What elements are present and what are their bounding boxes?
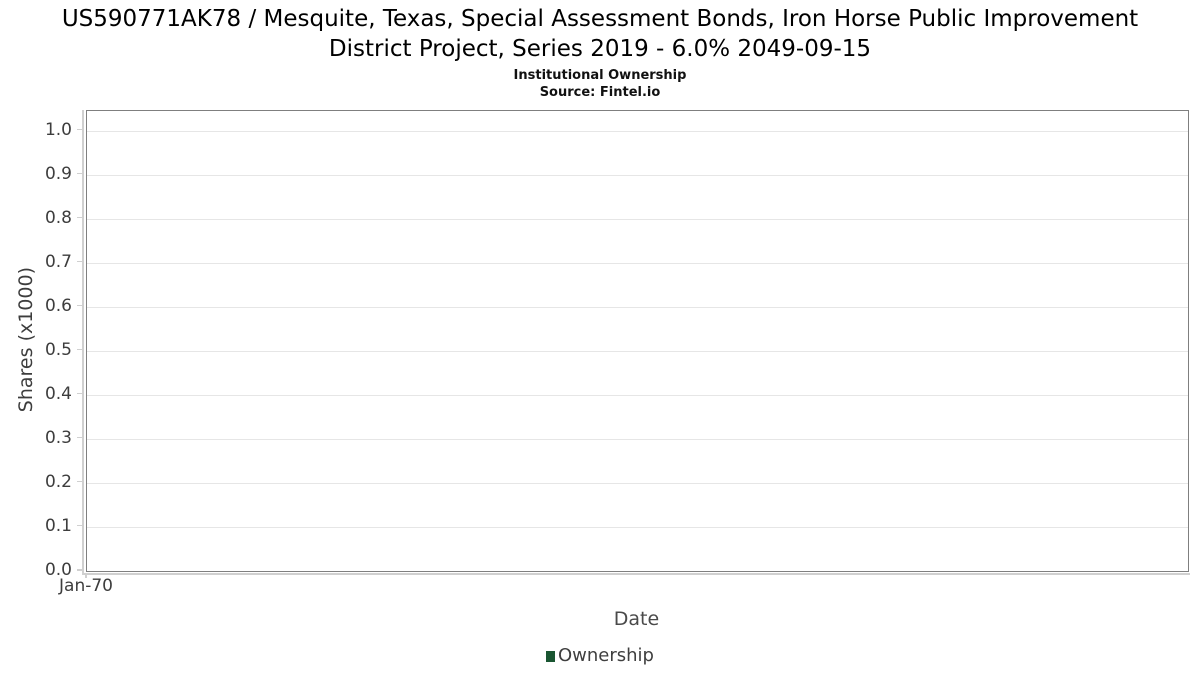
y-tick-label: 0.3: [44, 427, 72, 448]
y-tick-mark: [77, 260, 82, 263]
chart-legend: Ownership: [0, 645, 1200, 667]
y-tick-label: 0.4: [44, 383, 72, 404]
y-tick-label: 0.1: [44, 515, 72, 536]
gridline: [87, 350, 1188, 352]
legend-marker-icon: [546, 650, 555, 662]
gridline: [87, 130, 1188, 132]
y-tick-mark: [77, 216, 82, 219]
legend-label: Ownership: [558, 645, 654, 666]
x-axis-line: [82, 573, 1190, 575]
gridline: [87, 526, 1188, 528]
gridline: [87, 262, 1188, 264]
gridline: [87, 438, 1188, 440]
y-tick-mark: [77, 436, 82, 439]
y-tick-mark: [77, 569, 82, 571]
y-tick-mark: [77, 172, 82, 175]
chart-subtitle: Institutional Ownership: [513, 68, 687, 83]
gridline: [87, 482, 1188, 484]
y-tick-mark: [77, 348, 82, 351]
y-tick-mark: [77, 480, 82, 483]
y-axis-title: Shares (x1000): [8, 110, 44, 570]
x-tick-label: Jan-70: [59, 576, 113, 596]
y-tick-mark: [77, 524, 82, 527]
y-tick-label: 0.9: [44, 163, 72, 184]
chart-title: US590771AK78 / Mesquite, Texas, Special …: [61, 6, 1139, 62]
x-tick-mark: [85, 573, 87, 578]
y-axis-title-text: Shares (x1000): [15, 267, 37, 413]
y-axis-line: [82, 110, 84, 574]
gridline: [87, 306, 1188, 308]
y-tick-label: 0.0: [44, 560, 72, 580]
plot-area: [86, 110, 1189, 572]
legend-item-ownership[interactable]: Ownership: [546, 645, 654, 667]
gridline: [87, 394, 1188, 396]
y-tick-mark: [77, 304, 82, 307]
y-axis-tick-labels: 0.0 0.1 0.2 0.3 0.4 0.5 0.6 0.7 0.8 0.9 1.0: [0, 0, 76, 675]
y-tick-label: 1.0: [44, 119, 72, 140]
y-tick-label: 0.8: [44, 207, 72, 228]
y-tick-mark: [77, 128, 82, 131]
gridline: [87, 218, 1188, 220]
y-tick-label: 0.6: [44, 295, 72, 316]
gridline: [87, 174, 1188, 176]
y-tick-label: 0.7: [44, 251, 72, 272]
y-tick-label: 0.2: [44, 471, 72, 492]
chart-source-text: Source: Fintel.io: [539, 85, 661, 100]
y-tick-label: 0.5: [44, 339, 72, 360]
x-axis-title: Date: [613, 608, 660, 630]
y-tick-mark: [77, 392, 82, 395]
